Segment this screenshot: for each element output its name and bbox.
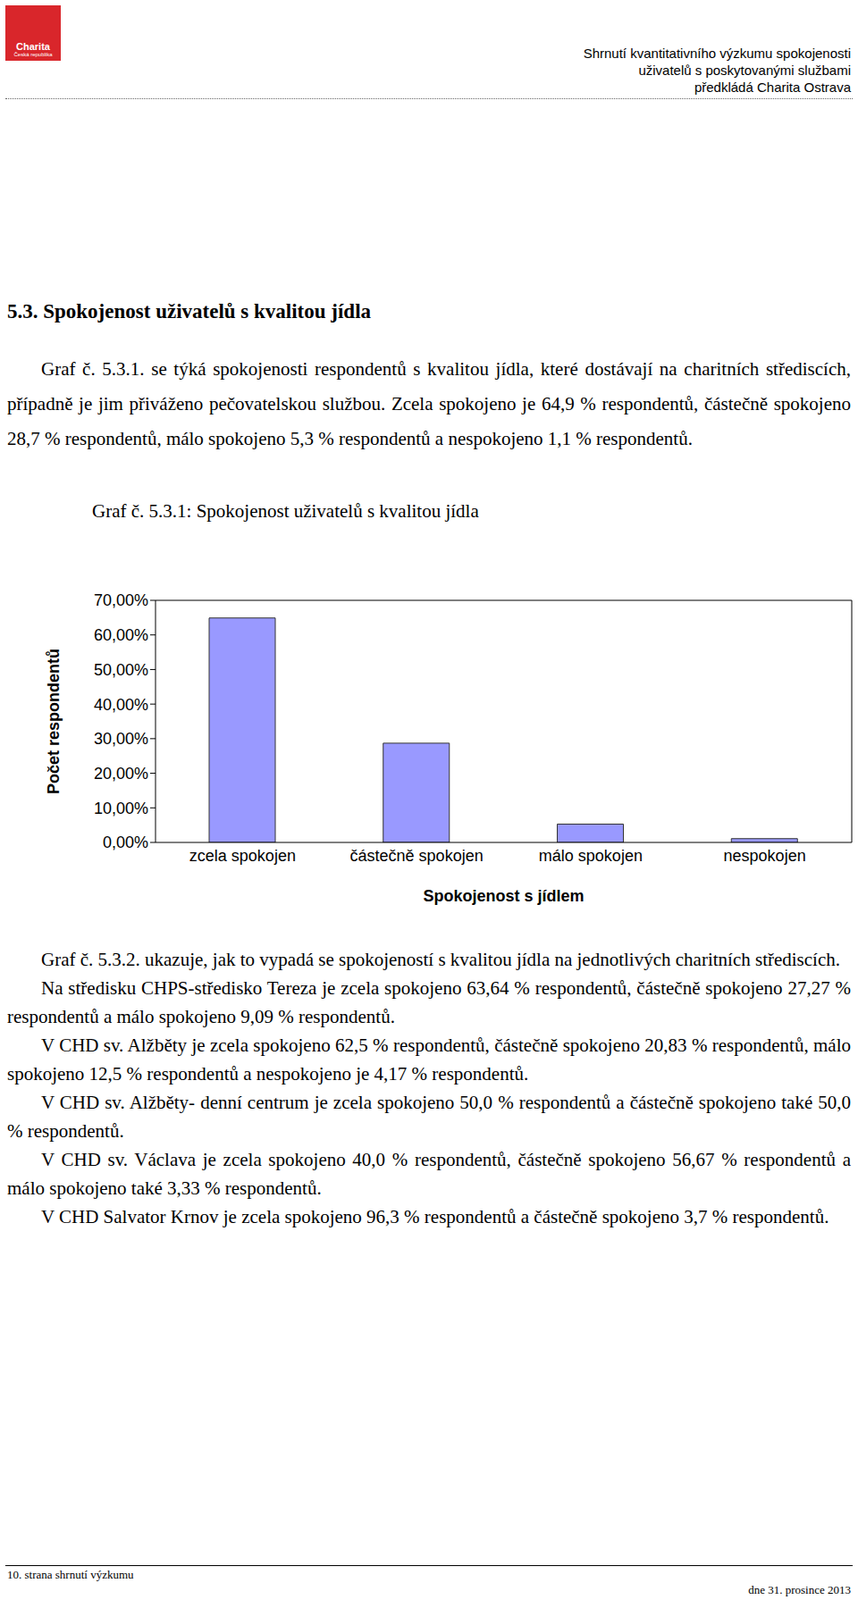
svg-text:10,00%: 10,00% <box>93 799 149 818</box>
html-text:předkládá Charita Ostrava: předkládá Charita Ostrava <box>694 79 851 95</box>
html-text:Graf č. 5.3.1. se týká spokoje: Graf č. 5.3.1. se týká spokojenosti resp… <box>7 358 851 450</box>
svg-text:0,00%: 0,00% <box>102 833 149 852</box>
svg-text:málo spokojen: málo spokojen <box>538 847 643 866</box>
html-text:Na středisku CHPS-středisko Te: Na středisku CHPS-středisko Tereza je zc… <box>7 977 851 1028</box>
svg-text:zcela spokojen: zcela spokojen <box>189 847 296 866</box>
html-text:Graf č. 5.3.2. ukazuje, jak to: Graf č. 5.3.2. ukazuje, jak to vypadá se… <box>41 949 841 971</box>
svg-text:Spokojenost s jídlem: Spokojenost s jídlem <box>422 887 584 906</box>
html-text:V CHD Salvator Krnov je zcela: V CHD Salvator Krnov je zcela spokojeno … <box>41 1206 829 1229</box>
svg-text:40,00%: 40,00% <box>93 696 149 715</box>
html-text:V CHD sv. Alžběty je zcela spo: V CHD sv. Alžběty je zcela spokojeno 62,… <box>7 1034 851 1086</box>
html-text:V CHD sv. Václava je zcela spo: V CHD sv. Václava je zcela spokojeno 40,… <box>7 1149 851 1200</box>
html-text:5.3. Spokojenost uživatelů s k: 5.3. Spokojenost uživatelů s kvalitou jí… <box>7 300 371 323</box>
svg-text:50,00%: 50,00% <box>93 661 149 680</box>
svg-text:nespokojen: nespokojen <box>723 847 807 866</box>
svg-text:Počet respondentů: Počet respondentů <box>44 648 63 795</box>
html-text:Shrnutí kvantitativního výzkum: Shrnutí kvantitativního výzkumu spokojen… <box>583 45 851 61</box>
svg-text:70,00%: 70,00% <box>93 591 149 610</box>
svg-text:20,00%: 20,00% <box>93 765 149 783</box>
svg-text:částečně spokojen: částečně spokojen <box>350 847 484 866</box>
html-text:dne 31. prosince 2013: dne 31. prosince 2013 <box>748 1583 851 1598</box>
html-text:Charita: Charita <box>16 41 51 52</box>
svg-text:30,00%: 30,00% <box>93 730 149 749</box>
html-text:Graf č. 5.3.1: Spokojenost uži: Graf č. 5.3.1: Spokojenost uživatelů s k… <box>92 500 479 522</box>
html-text:Česká republika: Česká republika <box>13 51 53 58</box>
html-text:V CHD sv. Alžběty- denní centr: V CHD sv. Alžběty- denní centrum je zcel… <box>7 1092 851 1143</box>
html-text:10. strana shrnutí výzkumu: 10. strana shrnutí výzkumu <box>7 1568 134 1582</box>
html-text:uživatelů s poskytovanými služ: uživatelů s poskytovanými službami <box>638 62 851 78</box>
svg-text:60,00%: 60,00% <box>93 626 149 645</box>
